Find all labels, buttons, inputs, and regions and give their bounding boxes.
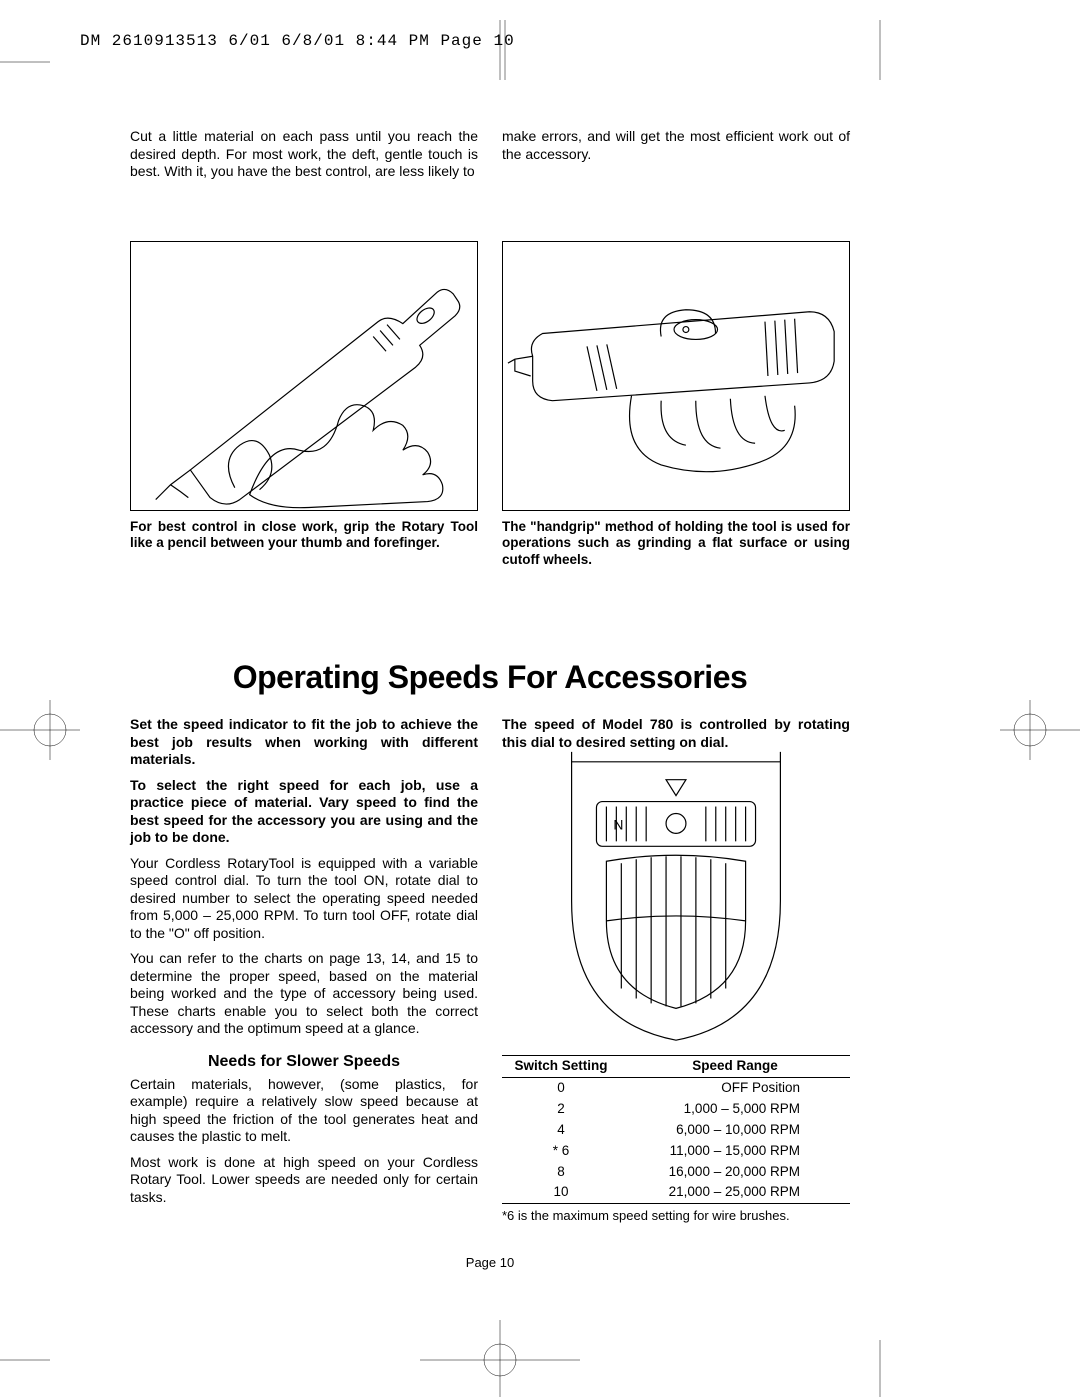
- cell-range: 6,000 – 10,000 RPM: [620, 1120, 850, 1141]
- table-row: 46,000 – 10,000 RPM: [502, 1120, 850, 1141]
- subhead-slower-speeds: Needs for Slower Speeds: [130, 1052, 478, 1072]
- page-number: Page 10: [130, 1255, 850, 1270]
- th-range: Speed Range: [620, 1056, 850, 1078]
- cell-range: 1,000 – 5,000 RPM: [620, 1099, 850, 1120]
- left-p6: Most work is done at high speed on your …: [130, 1154, 478, 1207]
- right-p1: The speed of Model 780 is controlled by …: [502, 716, 850, 751]
- figure-pencil-grip: [130, 241, 478, 511]
- table-row: 816,000 – 20,000 RPM: [502, 1162, 850, 1183]
- intro-left: Cut a little material on each pass until…: [130, 128, 478, 181]
- figure2-caption: The "handgrip" method of holding the too…: [502, 519, 850, 570]
- cell-range: 16,000 – 20,000 RPM: [620, 1162, 850, 1183]
- page-content: Cut a little material on each pass until…: [130, 128, 850, 1270]
- table-footnote: *6 is the maximum speed setting for wire…: [502, 1208, 850, 1224]
- table-row: 21,000 – 5,000 RPM: [502, 1099, 850, 1120]
- table-row: * 611,000 – 15,000 RPM: [502, 1141, 850, 1162]
- cell-range: OFF Position: [620, 1078, 850, 1099]
- table-row: 0OFF Position: [502, 1078, 850, 1099]
- cell-range: 21,000 – 25,000 RPM: [620, 1182, 850, 1203]
- figure1-caption: For best control in close work, grip the…: [130, 519, 478, 553]
- th-switch: Switch Setting: [502, 1056, 620, 1078]
- cell-switch: * 6: [502, 1141, 620, 1162]
- left-p5: Certain materials, however, (some plasti…: [130, 1076, 478, 1146]
- figure-speed-dial: N: [502, 751, 850, 1051]
- figure-handgrip: [502, 241, 850, 511]
- left-p2: To select the right speed for each job, …: [130, 777, 478, 847]
- left-p4: You can refer to the charts on page 13, …: [130, 950, 478, 1038]
- speed-table: Switch Setting Speed Range 0OFF Position…: [502, 1055, 850, 1204]
- cell-switch: 10: [502, 1182, 620, 1203]
- cell-switch: 8: [502, 1162, 620, 1183]
- intro-right: make errors, and will get the most effic…: [502, 128, 850, 181]
- svg-text:N: N: [613, 817, 623, 833]
- section-title: Operating Speeds For Accessories: [130, 659, 850, 696]
- table-row: 1021,000 – 25,000 RPM: [502, 1182, 850, 1203]
- left-p1: Set the speed indicator to fit the job t…: [130, 716, 478, 769]
- print-header: DM 2610913513 6/01 6/8/01 8:44 PM Page 1…: [80, 32, 515, 50]
- cell-switch: 2: [502, 1099, 620, 1120]
- cell-range: 11,000 – 15,000 RPM: [620, 1141, 850, 1162]
- left-p3: Your Cordless RotaryTool is equipped wit…: [130, 855, 478, 943]
- cell-switch: 4: [502, 1120, 620, 1141]
- cell-switch: 0: [502, 1078, 620, 1099]
